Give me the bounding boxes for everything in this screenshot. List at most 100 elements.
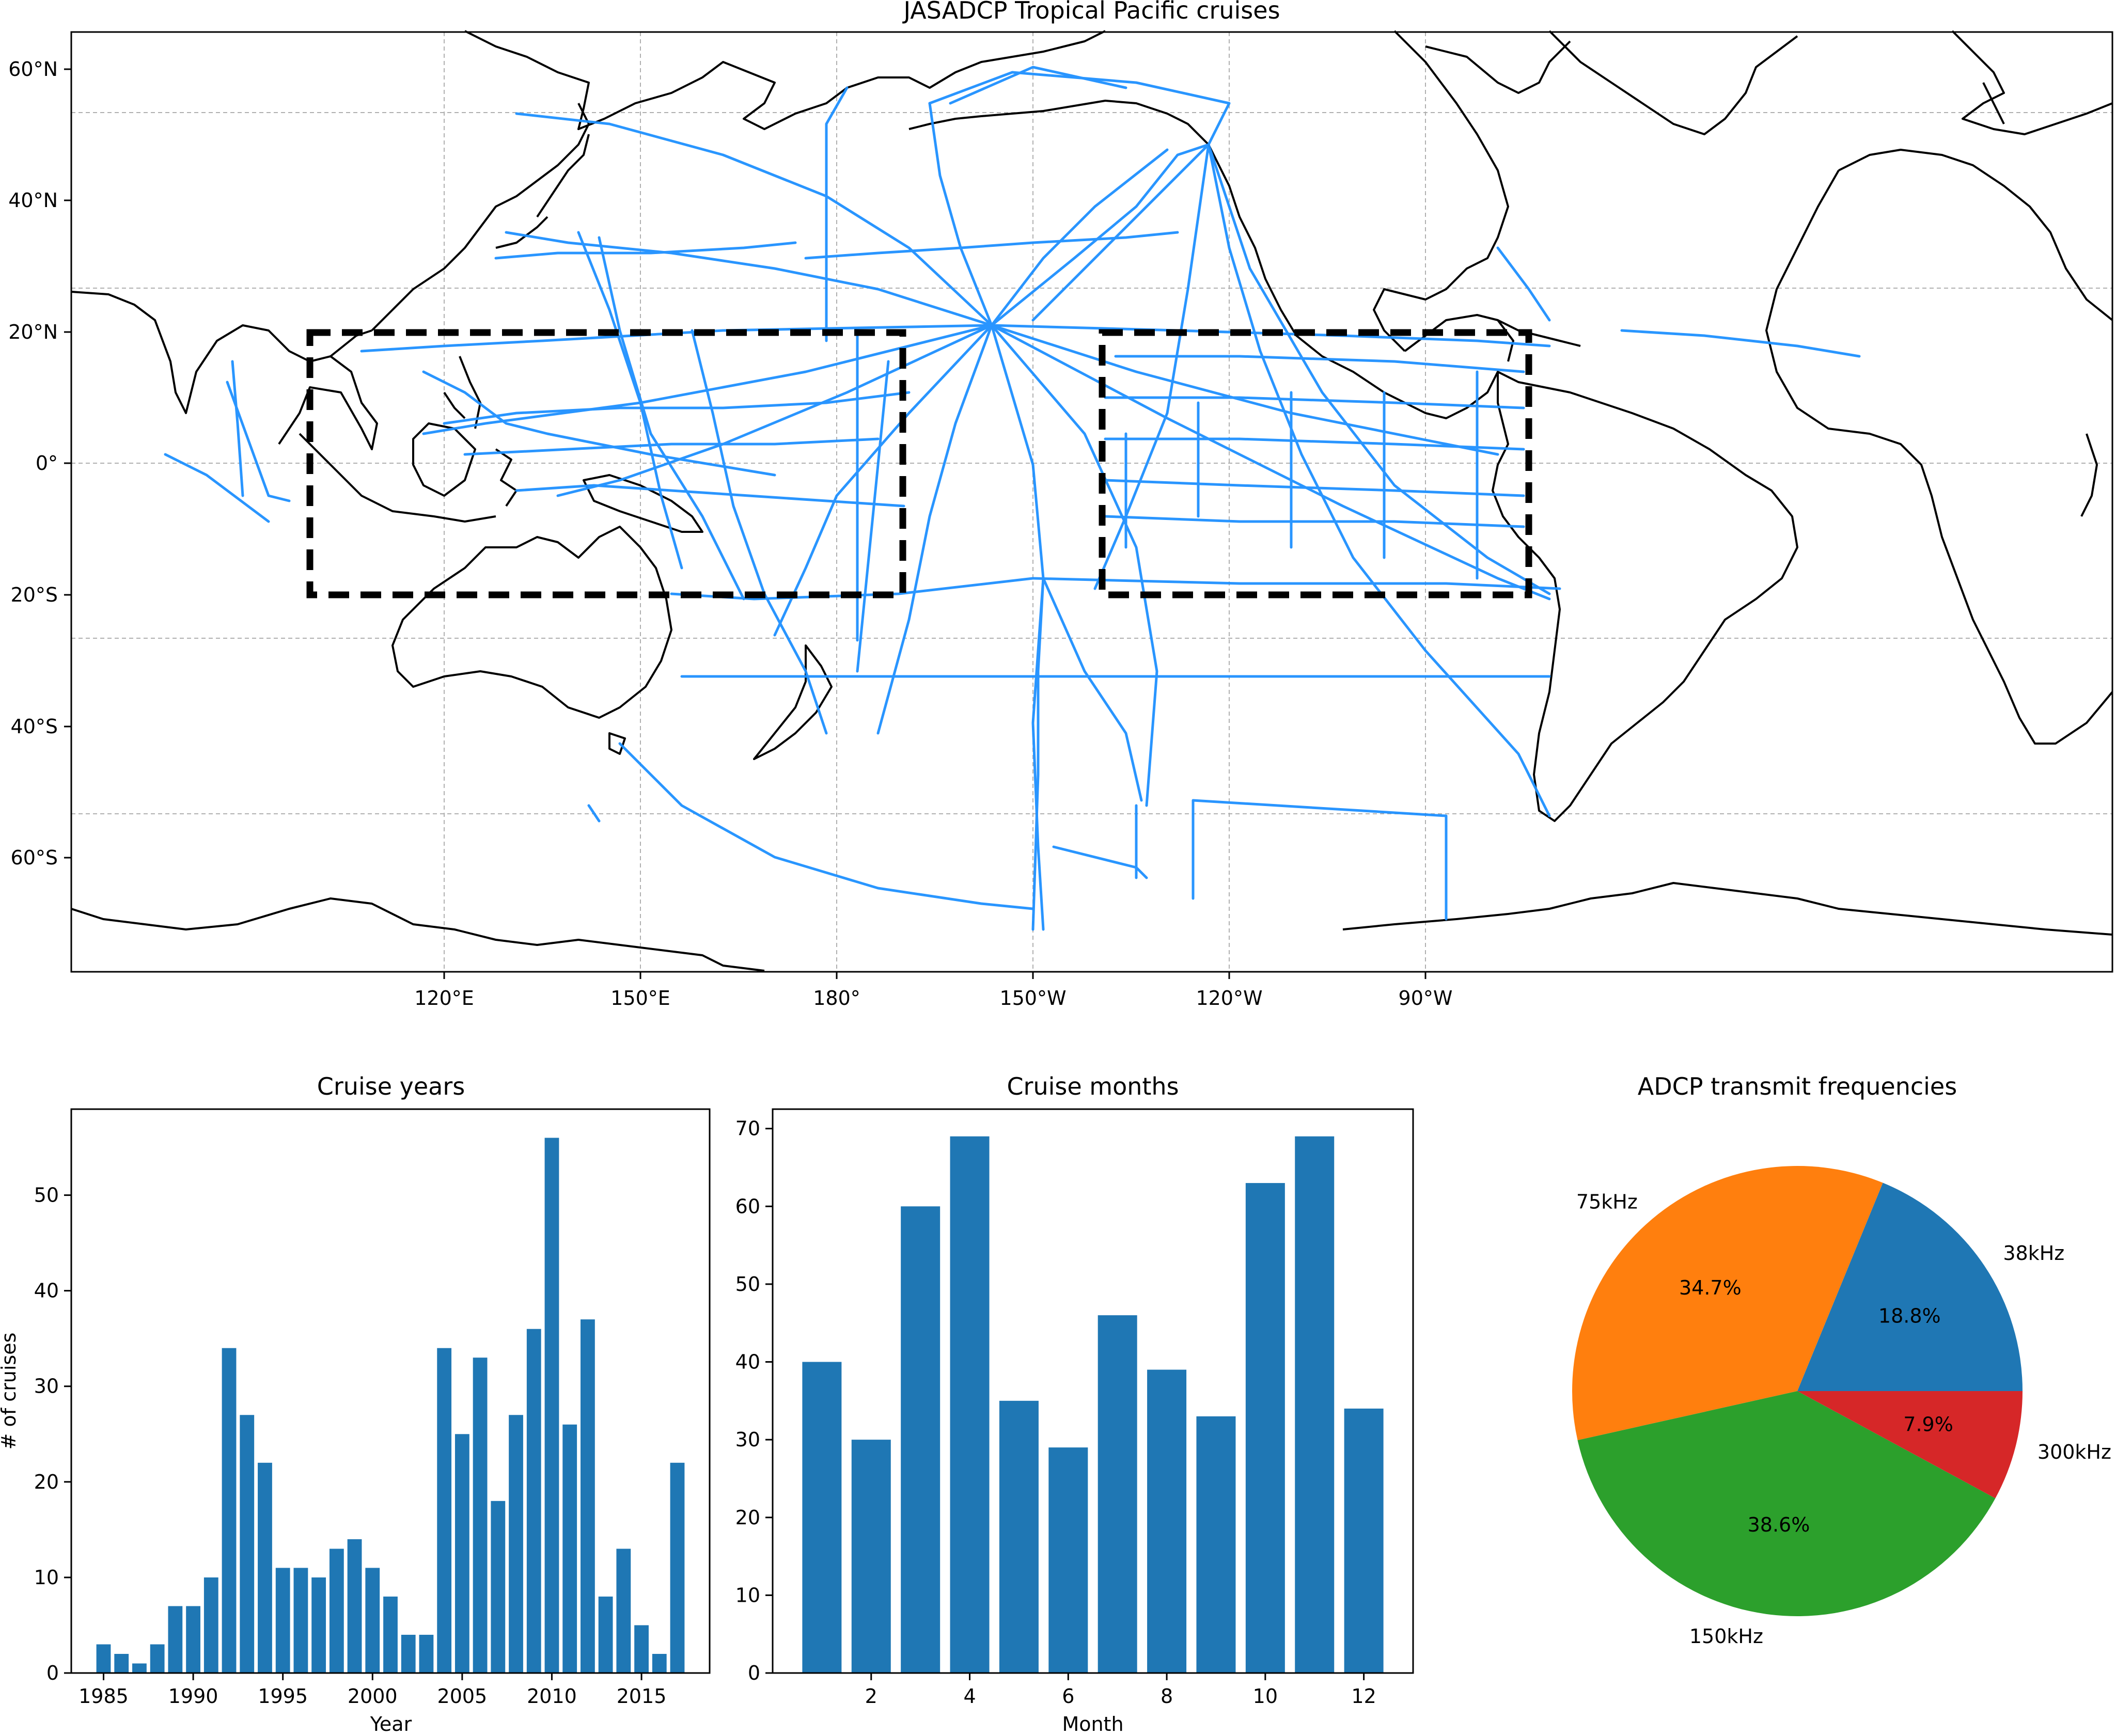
coast-se-asia <box>278 355 378 450</box>
bar <box>999 1400 1039 1673</box>
map-panel: JASADCP Tropical Pacific cruises <box>8 0 2113 1009</box>
years-frame <box>70 1108 711 1674</box>
y-tick-label: 70 <box>735 1117 760 1140</box>
pie-chart: ADCP transmit frequencies 18.8% 38kHz 34.7… <box>1572 1072 2111 1648</box>
lat-tick-label: 60°S <box>11 846 58 869</box>
bar <box>950 1136 990 1673</box>
cruise-track <box>876 324 993 735</box>
cruise-track <box>1042 577 1143 802</box>
years-ylabel: # of cruises <box>0 1333 20 1450</box>
lon-tick-label: 150°E <box>610 987 670 1009</box>
cruise-track <box>990 324 1499 456</box>
x-tick-label: 12 <box>1351 1685 1376 1708</box>
cruise-track <box>990 143 1210 327</box>
bar <box>1344 1408 1384 1673</box>
coast-africa <box>1765 149 2113 745</box>
years-chart-title: Cruise years <box>317 1072 465 1100</box>
cruise-track <box>1104 396 1525 409</box>
cruise-track <box>494 241 797 260</box>
x-tick-label: 4 <box>963 1685 976 1708</box>
coast-cuba <box>1497 319 1581 347</box>
coast-europe <box>1951 30 2113 135</box>
cruise-tracks <box>164 66 1861 931</box>
months-frame <box>772 1108 1414 1674</box>
cruise-track <box>1104 479 1525 497</box>
pie-slice <box>1572 1165 1883 1441</box>
bar <box>851 1440 891 1673</box>
pie-slice <box>1797 1391 2023 1498</box>
y-tick-label: 40 <box>34 1280 59 1302</box>
map-frame <box>70 31 2113 973</box>
bar <box>901 1206 941 1673</box>
bar <box>581 1319 595 1673</box>
east-pacific-box <box>1099 329 1532 598</box>
lat-tick-label: 20°S <box>11 583 58 606</box>
cruise-track <box>990 324 1158 807</box>
y-tick-label: 0 <box>748 1662 760 1684</box>
y-tick-label: 30 <box>34 1375 59 1398</box>
y-tick-label: 50 <box>34 1184 59 1207</box>
coast-sumatra-java <box>299 433 496 523</box>
y-tick-label: 60 <box>735 1195 760 1218</box>
lat-tick-label: 20°N <box>8 321 58 343</box>
cruise-track <box>598 236 745 601</box>
pie-pct-label: 18.8% <box>1878 1304 1941 1327</box>
bar <box>203 1577 218 1673</box>
cruise-track <box>856 360 890 673</box>
bar <box>1295 1136 1335 1673</box>
bar <box>311 1577 326 1673</box>
x-tick-label: 1985 <box>79 1685 129 1708</box>
coast-madagascar <box>2080 433 2098 517</box>
cruise-track <box>463 437 880 456</box>
months-axes: 0 10 20 30 40 50 60 70 2 4 6 8 10 12 <box>735 1117 1376 1708</box>
bar <box>168 1606 183 1673</box>
west-pacific-box <box>306 329 906 598</box>
map-title: JASADCP Tropical Pacific cruises <box>902 0 1280 24</box>
bar <box>526 1329 541 1673</box>
coast-antarctica <box>71 882 2113 972</box>
cruise-track <box>773 324 993 637</box>
bar <box>186 1606 200 1673</box>
lat-tick-label: 40°N <box>8 189 58 212</box>
bar <box>150 1644 165 1673</box>
cruise-track <box>1496 246 1551 322</box>
bar <box>473 1358 488 1673</box>
map-gridlines <box>71 32 2112 972</box>
coastlines <box>71 30 2113 972</box>
pie-slices <box>1572 1165 2023 1616</box>
lon-tick-label: 120°E <box>414 987 474 1009</box>
bar <box>275 1568 290 1673</box>
pie-slice <box>1797 1182 2023 1391</box>
x-tick-label: 1995 <box>258 1685 308 1708</box>
x-tick-label: 8 <box>1161 1685 1173 1708</box>
y-tick-label: 10 <box>34 1566 59 1589</box>
y-tick-label: 0 <box>46 1662 59 1684</box>
months-bars <box>802 1136 1384 1673</box>
pie-slice-label: 150kHz <box>1689 1625 1763 1648</box>
bar <box>347 1539 362 1673</box>
cruise-track <box>587 804 601 823</box>
pie-pct-label: 38.6% <box>1748 1513 1810 1536</box>
bar <box>634 1625 649 1673</box>
x-tick-label: 1990 <box>168 1685 218 1708</box>
bar <box>1196 1416 1236 1673</box>
cruise-track <box>804 231 1179 260</box>
coast-tasmania <box>608 732 626 755</box>
years-axes: 0 10 20 30 40 50 1985 1990 1995 2000 2005 2010 2015 <box>34 1184 667 1708</box>
cruise-track <box>990 148 1169 327</box>
bar <box>1048 1447 1088 1673</box>
coast-greenland <box>1548 30 1798 135</box>
cruise-track <box>1104 437 1525 451</box>
cruise-track <box>360 324 993 353</box>
y-tick-label: 10 <box>735 1584 760 1606</box>
bar <box>401 1634 416 1673</box>
y-tick-label: 20 <box>735 1506 760 1529</box>
cruise-track <box>1124 370 1479 580</box>
bar <box>1245 1183 1285 1673</box>
x-tick-label: 2010 <box>527 1685 577 1708</box>
cruise-track <box>226 360 291 502</box>
cruise-track <box>1207 143 1551 595</box>
coast-south-america <box>1492 371 1798 822</box>
bar <box>222 1348 237 1673</box>
